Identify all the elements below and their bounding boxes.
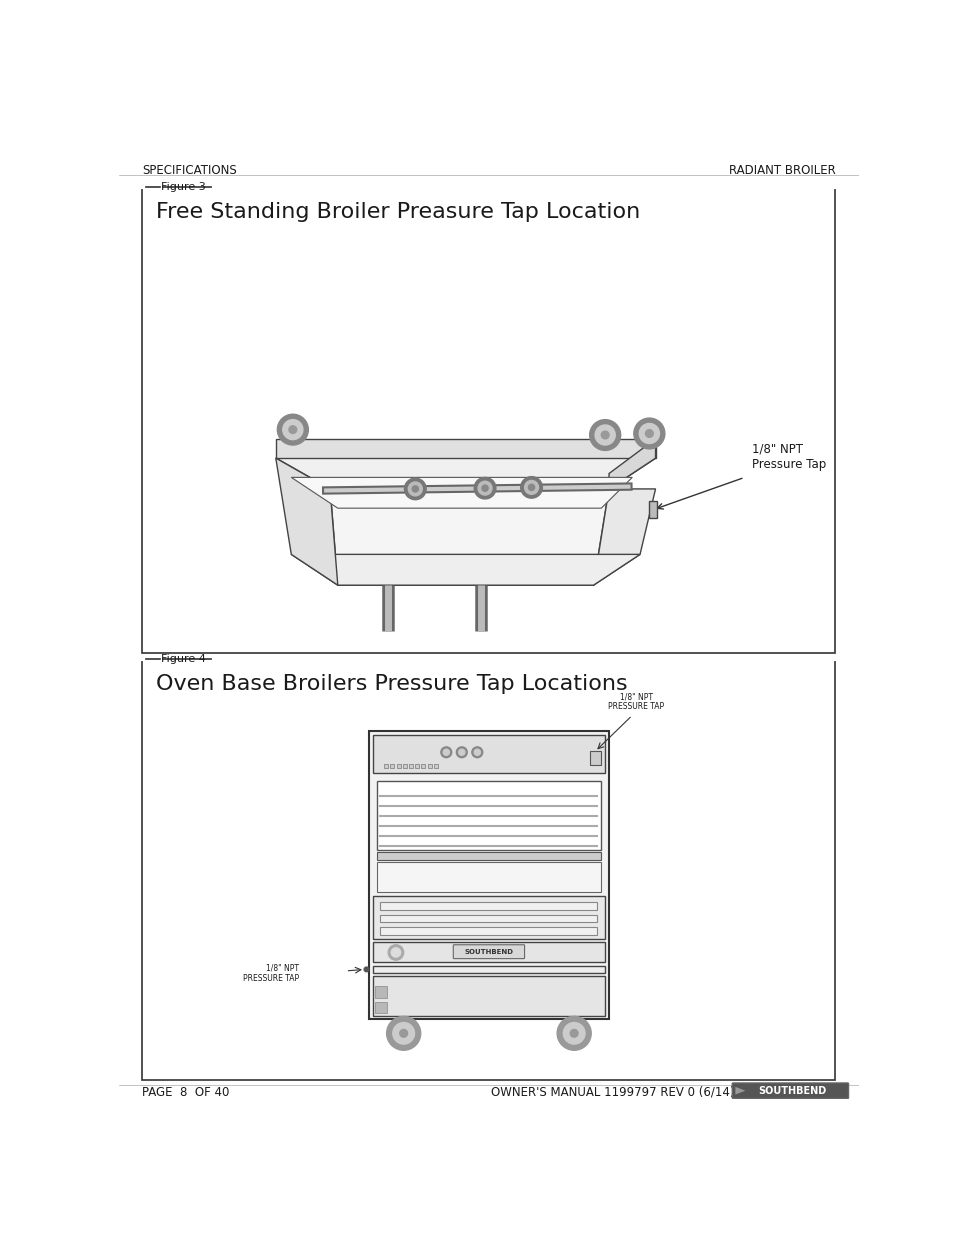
Bar bbox=[402, 763, 406, 768]
Bar bbox=[384, 763, 388, 768]
Bar bbox=[409, 763, 413, 768]
Bar bbox=[589, 751, 600, 766]
Bar bbox=[369, 731, 608, 1019]
Circle shape bbox=[639, 424, 659, 443]
Bar bbox=[649, 501, 657, 519]
Bar bbox=[427, 763, 431, 768]
Text: Free Standing Broiler Preasure Tap Location: Free Standing Broiler Preasure Tap Locat… bbox=[156, 203, 640, 222]
Polygon shape bbox=[291, 478, 632, 508]
Circle shape bbox=[520, 477, 542, 498]
Circle shape bbox=[474, 750, 480, 756]
Circle shape bbox=[388, 945, 403, 960]
Text: 1/8" NPT
PRESSURE TAP: 1/8" NPT PRESSURE TAP bbox=[243, 963, 298, 983]
Circle shape bbox=[633, 419, 664, 448]
Bar bbox=[373, 897, 604, 939]
Bar bbox=[373, 735, 604, 773]
Circle shape bbox=[282, 420, 303, 440]
Polygon shape bbox=[593, 489, 655, 585]
Circle shape bbox=[600, 431, 608, 438]
Polygon shape bbox=[275, 458, 655, 489]
Bar bbox=[373, 942, 604, 962]
Bar bbox=[434, 763, 437, 768]
Polygon shape bbox=[735, 1087, 744, 1094]
Bar bbox=[380, 903, 597, 910]
Circle shape bbox=[528, 484, 534, 490]
Bar bbox=[142, 186, 835, 652]
Polygon shape bbox=[608, 438, 655, 489]
Circle shape bbox=[443, 750, 449, 756]
Circle shape bbox=[557, 1016, 591, 1050]
Text: 1/8" NPT
PRESSURE TAP: 1/8" NPT PRESSURE TAP bbox=[607, 692, 663, 711]
Circle shape bbox=[412, 485, 418, 492]
Text: SPECIFICATIONS: SPECIFICATIONS bbox=[142, 163, 237, 177]
Circle shape bbox=[277, 414, 308, 445]
Text: OWNER'S MANUAL 1199797 REV 0 (6/14): OWNER'S MANUAL 1199797 REV 0 (6/14) bbox=[491, 1086, 734, 1099]
Text: 1/8" NPT
Pressure Tap: 1/8" NPT Pressure Tap bbox=[752, 442, 826, 472]
FancyBboxPatch shape bbox=[732, 1083, 847, 1098]
Circle shape bbox=[589, 420, 620, 451]
Circle shape bbox=[404, 478, 426, 500]
Circle shape bbox=[440, 747, 452, 757]
Bar bbox=[376, 781, 600, 850]
Bar bbox=[380, 915, 597, 923]
Text: SOUTHBEND: SOUTHBEND bbox=[757, 1086, 825, 1095]
Bar bbox=[373, 966, 604, 973]
Bar bbox=[373, 976, 604, 1015]
Circle shape bbox=[364, 967, 369, 972]
Bar bbox=[376, 852, 600, 860]
Bar bbox=[396, 763, 400, 768]
Circle shape bbox=[458, 750, 464, 756]
Circle shape bbox=[595, 425, 615, 445]
Text: RADIANT BROILER: RADIANT BROILER bbox=[728, 163, 835, 177]
Bar bbox=[390, 763, 394, 768]
Circle shape bbox=[399, 1030, 407, 1037]
Circle shape bbox=[456, 747, 467, 757]
Text: SOUTHBEND: SOUTHBEND bbox=[464, 948, 513, 955]
Circle shape bbox=[472, 747, 482, 757]
Circle shape bbox=[408, 482, 422, 496]
Polygon shape bbox=[291, 555, 639, 585]
Circle shape bbox=[477, 482, 492, 495]
Text: Oven Base Broilers Pressure Tap Locations: Oven Base Broilers Pressure Tap Location… bbox=[156, 674, 627, 694]
Circle shape bbox=[391, 947, 400, 957]
Circle shape bbox=[524, 480, 537, 494]
Bar bbox=[415, 763, 418, 768]
Circle shape bbox=[481, 485, 488, 492]
Polygon shape bbox=[330, 489, 608, 585]
Circle shape bbox=[289, 426, 296, 433]
Text: PAGE  8  OF 40: PAGE 8 OF 40 bbox=[142, 1086, 230, 1099]
Polygon shape bbox=[275, 438, 655, 458]
Bar bbox=[380, 927, 597, 935]
Bar bbox=[142, 658, 835, 1079]
Bar bbox=[375, 987, 386, 998]
Bar bbox=[421, 763, 425, 768]
Text: Figure 3: Figure 3 bbox=[161, 182, 206, 191]
Circle shape bbox=[474, 478, 496, 499]
Polygon shape bbox=[275, 458, 337, 585]
Circle shape bbox=[645, 430, 653, 437]
FancyBboxPatch shape bbox=[453, 945, 524, 958]
Bar bbox=[375, 1002, 386, 1013]
Circle shape bbox=[570, 1030, 578, 1037]
Circle shape bbox=[386, 1016, 420, 1050]
Circle shape bbox=[562, 1023, 584, 1044]
Text: Figure 4: Figure 4 bbox=[161, 653, 206, 663]
Circle shape bbox=[393, 1023, 415, 1044]
Bar bbox=[376, 862, 600, 893]
